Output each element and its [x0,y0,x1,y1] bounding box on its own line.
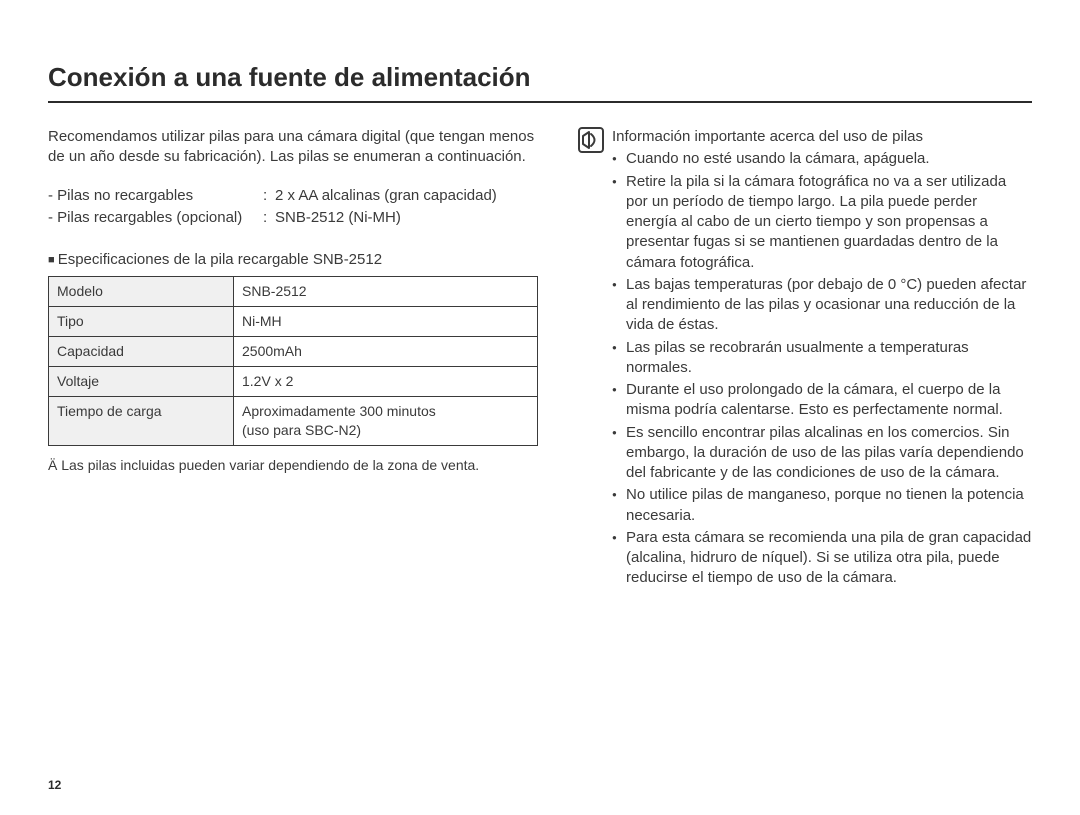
table-cell-value: 2500mAh [234,337,538,367]
battery-row-rechargeable: - Pilas recargables (opcional) : SNB-251… [48,208,538,228]
battery-value: 2 x AA alcalinas (gran capacidad) [275,186,538,206]
right-column: Información importante acerca del uso de… [578,127,1032,591]
spec-table: ModeloSNB-2512TipoNi-MHCapacidad2500mAhV… [48,276,538,445]
note-bullet-list: Cuando no esté usando la cámara, apáguel… [612,149,1032,588]
table-cell-key: Tiempo de carga [49,396,234,445]
battery-label: - Pilas recargables (opcional) [48,208,263,228]
page-number: 12 [48,777,61,793]
table-row: Voltaje1.2V x 2 [49,367,538,397]
table-cell-key: Voltaje [49,367,234,397]
page-title: Conexión a una fuente de alimentación [48,60,1032,103]
note-heading: Información importante acerca del uso de… [612,127,1032,147]
spec-table-caption: Especificaciones de la pila recargable S… [48,250,538,270]
list-item: Durante el uso prolongado de la cámara, … [612,380,1032,421]
battery-types-list: - Pilas no recargables : 2 x AA alcalina… [48,186,538,229]
list-item: Cuando no esté usando la cámara, apáguel… [612,149,1032,169]
spec-table-body: ModeloSNB-2512TipoNi-MHCapacidad2500mAhV… [49,277,538,445]
note-body: Información importante acerca del uso de… [612,127,1032,591]
list-item: Retire la pila si la cámara fotográfica … [612,172,1032,273]
intro-paragraph: Recomendamos utilizar pilas para una cám… [48,127,538,168]
table-cell-key: Tipo [49,307,234,337]
left-column: Recomendamos utilizar pilas para una cám… [48,127,538,591]
table-row: TipoNi-MH [49,307,538,337]
list-item: No utilice pilas de manganeso, porque no… [612,485,1032,526]
separator: : [263,208,275,228]
table-cell-key: Modelo [49,277,234,307]
table-row: ModeloSNB-2512 [49,277,538,307]
battery-row-nonrechargeable: - Pilas no recargables : 2 x AA alcalina… [48,186,538,206]
table-cell-value: SNB-2512 [234,277,538,307]
note-icon [578,127,604,591]
separator: : [263,186,275,206]
table-cell-value: 1.2V x 2 [234,367,538,397]
list-item: Para esta cámara se recomienda una pila … [612,528,1032,589]
two-column-layout: Recomendamos utilizar pilas para una cám… [48,127,1032,591]
table-row: Capacidad2500mAh [49,337,538,367]
spec-footnote: Ä Las pilas incluidas pueden variar depe… [48,456,538,475]
table-cell-value: Ni-MH [234,307,538,337]
table-cell-key: Capacidad [49,337,234,367]
list-item: Las pilas se recobrarán usualmente a tem… [612,338,1032,379]
table-row: Tiempo de cargaAproximadamente 300 minut… [49,396,538,445]
table-cell-value: Aproximadamente 300 minutos (uso para SB… [234,396,538,445]
document-page: Conexión a una fuente de alimentación Re… [0,0,1080,815]
battery-label: - Pilas no recargables [48,186,263,206]
list-item: Las bajas temperaturas (por debajo de 0 … [612,275,1032,336]
battery-value: SNB-2512 (Ni-MH) [275,208,538,228]
list-item: Es sencillo encontrar pilas alcalinas en… [612,423,1032,484]
